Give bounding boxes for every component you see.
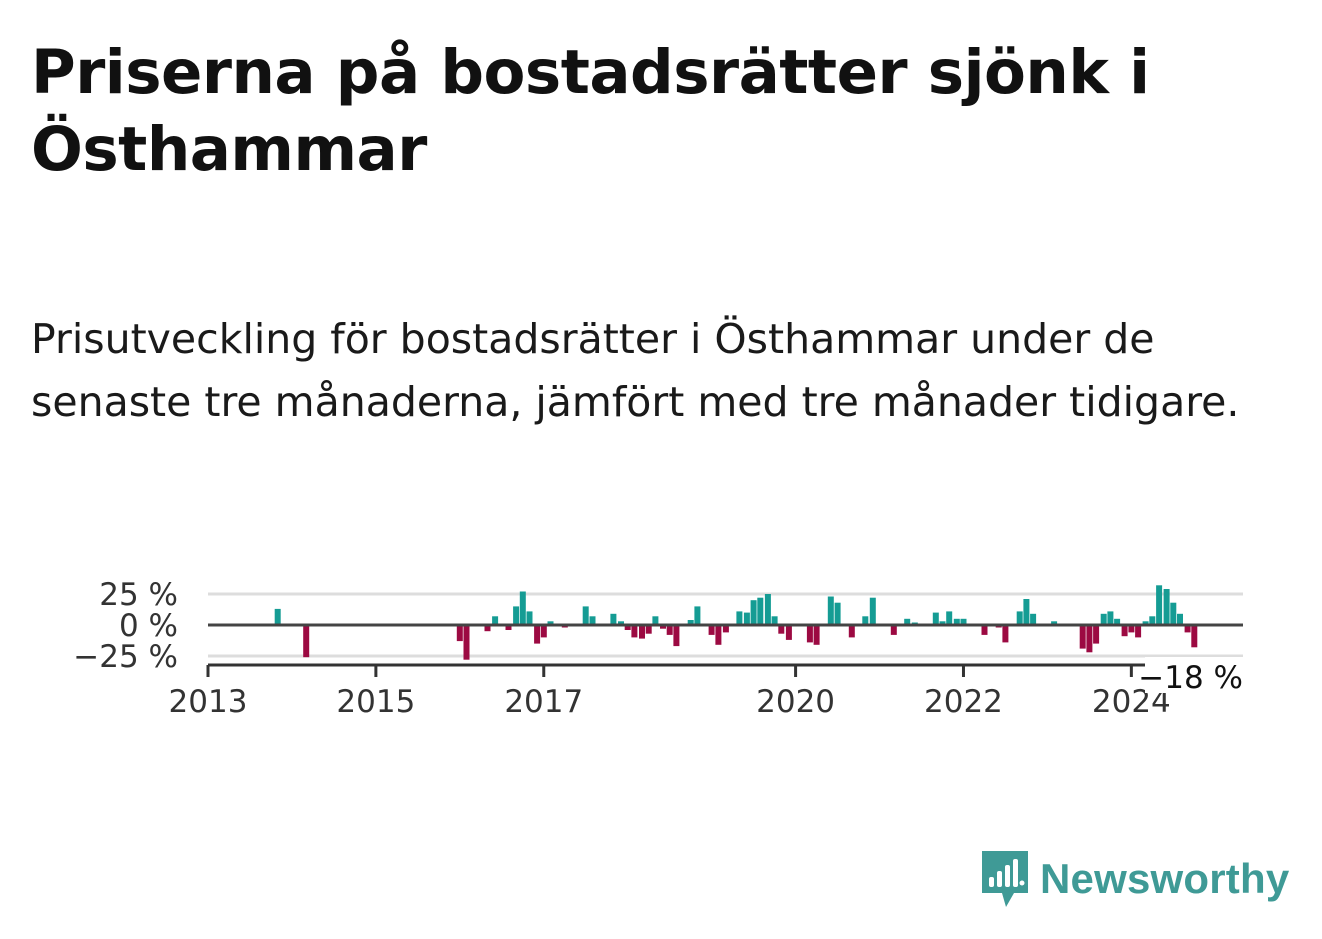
bar	[890, 625, 897, 635]
bar	[624, 625, 631, 630]
x-tick-label: 2017	[504, 684, 583, 720]
bar	[708, 625, 715, 635]
last-value-label-bg	[1145, 657, 1243, 693]
bar	[618, 621, 624, 625]
y-tick-label: 25 %	[99, 577, 178, 613]
bar	[456, 625, 463, 642]
bar	[631, 625, 638, 638]
bar	[785, 625, 792, 640]
bar	[484, 625, 491, 632]
bar	[764, 594, 771, 625]
bar	[666, 625, 673, 635]
bar	[946, 611, 953, 625]
bar	[645, 625, 652, 634]
bar	[862, 616, 869, 625]
bar	[757, 597, 764, 625]
bars	[208, 585, 1243, 660]
bar	[1002, 625, 1009, 643]
x-axis: 2013 2015 2017 2020 2022 2024	[169, 663, 1243, 720]
bar	[463, 625, 470, 660]
bar	[1128, 625, 1135, 633]
bar	[1114, 618, 1121, 625]
bar	[687, 620, 694, 625]
bar	[274, 608, 281, 625]
bar	[582, 606, 589, 625]
bar	[492, 616, 499, 625]
bar	[1051, 621, 1058, 625]
bar	[1135, 625, 1142, 638]
x-tick-label: 2020	[756, 684, 835, 720]
bar	[519, 591, 526, 625]
bar	[1142, 621, 1149, 625]
x-tick-label: 2022	[924, 684, 1003, 720]
bar	[1149, 616, 1156, 625]
bar	[778, 625, 785, 634]
bar	[722, 625, 729, 633]
bar	[513, 606, 520, 625]
bar	[1100, 613, 1107, 625]
newsworthy-logo: Newsworthy	[980, 849, 1289, 909]
bar	[827, 596, 834, 625]
y-tick-label: 0 %	[119, 608, 178, 644]
y-tick-label: −25 %	[73, 639, 178, 675]
bar	[673, 625, 680, 647]
bar	[834, 602, 841, 625]
bar	[1163, 589, 1170, 625]
bar	[652, 616, 659, 625]
bar	[960, 618, 967, 625]
bar	[1156, 585, 1163, 625]
x-tick-label: 2015	[336, 684, 415, 720]
bar	[1093, 625, 1100, 644]
bar	[813, 625, 820, 645]
bar	[869, 597, 876, 625]
bar-chart: 25 %0 %−25 % 2013 2015 2017 2020 2022 2024 −1…	[73, 577, 1243, 720]
x-tick-label: 2013	[169, 684, 248, 720]
bar	[939, 621, 946, 625]
last-value-label: −18 %	[1138, 660, 1243, 696]
bar	[505, 625, 512, 630]
last-value-annotation: −18 %	[1138, 657, 1243, 696]
bar	[953, 618, 960, 625]
bar	[1079, 625, 1086, 649]
bar	[743, 612, 750, 625]
brand-name: Newsworthy	[1040, 855, 1290, 902]
bar	[694, 606, 701, 625]
bar	[1016, 611, 1023, 625]
bar	[547, 621, 554, 625]
bar	[806, 625, 813, 643]
bar	[526, 611, 533, 625]
bar	[1107, 611, 1114, 625]
chart-subtitle: Prisutveckling för bostadsrätter i Östha…	[31, 315, 1240, 426]
bar	[715, 625, 722, 645]
bar	[1121, 625, 1128, 637]
bar	[639, 625, 645, 639]
chart-title: Priserna på bostadsrätter sjönk i Östham…	[31, 37, 1150, 185]
bar	[848, 625, 855, 638]
bar	[589, 616, 596, 625]
bar	[1170, 602, 1177, 625]
bar	[750, 600, 757, 625]
bar	[303, 625, 310, 658]
bar	[1177, 613, 1183, 625]
bar	[932, 612, 939, 625]
bar	[540, 625, 547, 638]
bar	[1184, 625, 1191, 633]
newsworthy-logo-icon	[982, 851, 1028, 907]
bar	[660, 625, 666, 629]
bar	[610, 613, 617, 625]
bar	[981, 625, 988, 635]
bar	[736, 611, 743, 625]
bar	[534, 625, 541, 644]
bar	[1030, 613, 1037, 625]
bar	[904, 618, 911, 625]
bar	[1023, 599, 1030, 625]
bar	[1086, 625, 1093, 653]
bar	[1191, 625, 1198, 648]
y-axis-labels: 25 %0 %−25 %	[73, 577, 178, 675]
bar	[771, 616, 778, 625]
